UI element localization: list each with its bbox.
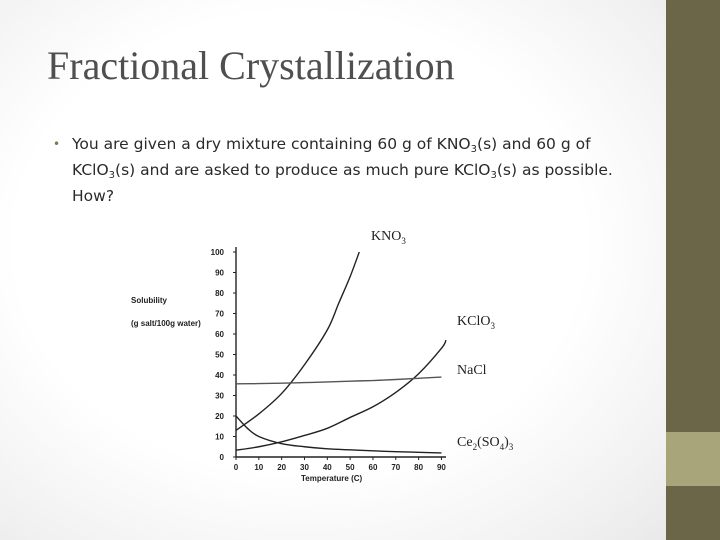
y-tick-label: 10 — [215, 433, 224, 442]
y-axis-title-line2: (g salt/100g water) — [131, 319, 201, 328]
y-tick-label: 90 — [215, 269, 224, 278]
y-tick-label: 80 — [215, 289, 224, 298]
y-tick-label: 60 — [215, 330, 224, 339]
series-label-ce2so43: Ce2(SO4)3 — [457, 435, 514, 452]
series-curve-kno3 — [235, 251, 360, 431]
y-axis-title-line1: Solubility — [131, 296, 168, 305]
chart-axes — [235, 247, 446, 458]
y-tick-label: 40 — [215, 371, 224, 380]
series-label-nacl: NaCl — [457, 363, 487, 378]
x-tick-label: 40 — [323, 463, 332, 472]
y-tick-label: 0 — [220, 453, 225, 462]
x-tick-label: 20 — [277, 463, 286, 472]
series-curve-nacl — [235, 376, 442, 385]
sidebar-accent-block — [666, 432, 720, 486]
slide-title: Fractional Crystallization — [47, 43, 455, 88]
series-curve-ce2so43 — [235, 415, 442, 454]
x-tick-label: 10 — [254, 463, 263, 472]
x-tick-label: 70 — [391, 463, 400, 472]
x-axis-title: Temperature (C) — [301, 474, 363, 483]
bullet-marker: • — [53, 137, 61, 151]
y-tick-label: 70 — [215, 310, 224, 319]
y-tick-label: 100 — [211, 248, 225, 257]
y-tick-label: 50 — [215, 351, 224, 360]
y-tick-label: 30 — [215, 392, 224, 401]
bullet-text: You are given a dry mixture containing 6… — [72, 135, 613, 205]
slide-background — [0, 0, 666, 540]
series-curve-kclo3 — [235, 339, 447, 451]
x-tick-label: 0 — [234, 463, 239, 472]
bullet-paragraph: • You are given a dry mixture containing… — [53, 131, 643, 209]
series-label-kclo3: KClO3 — [457, 314, 495, 331]
x-tick-label: 80 — [414, 463, 423, 472]
x-tick-label: 30 — [300, 463, 309, 472]
series-label-kno3: KNO3 — [371, 229, 406, 246]
x-tick-label: 50 — [346, 463, 355, 472]
x-tick-label: 60 — [369, 463, 378, 472]
y-tick-label: 20 — [215, 412, 224, 421]
x-tick-label: 90 — [437, 463, 446, 472]
